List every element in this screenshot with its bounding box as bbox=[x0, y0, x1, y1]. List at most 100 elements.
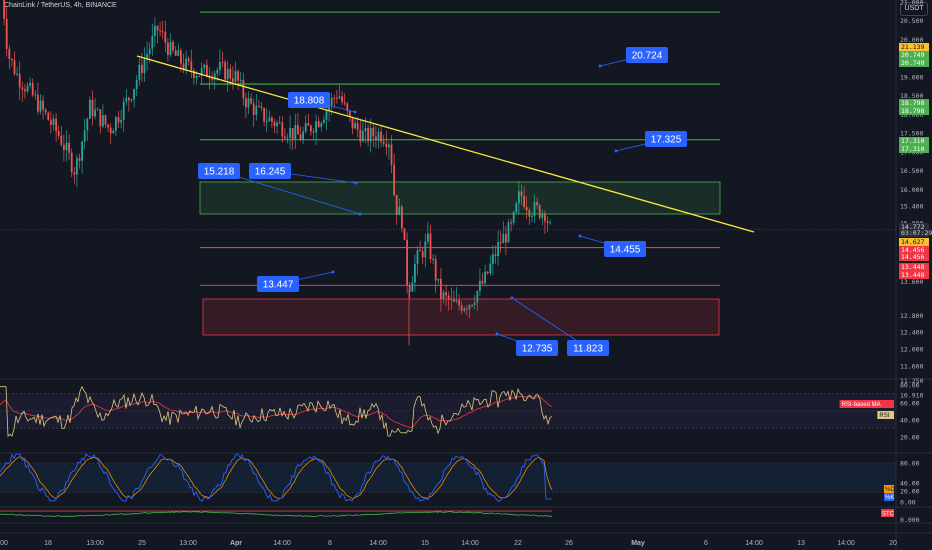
price-tag: 20.749 bbox=[901, 51, 925, 59]
price-labels: 20.724 18.808 17.325 15.218 16.245 14.455 13.4… bbox=[198, 47, 687, 356]
candle-body bbox=[393, 164, 395, 195]
candle-body bbox=[138, 64, 141, 80]
candle-body bbox=[325, 110, 328, 120]
candle-body bbox=[161, 30, 164, 33]
candle-body bbox=[304, 123, 307, 132]
price-axis[interactable]: 22.50022.00021.50021.00020.50020.00019.5… bbox=[839, 0, 932, 524]
candle-body bbox=[81, 141, 83, 161]
price-tag-box bbox=[899, 59, 929, 67]
time-tick: 13:00 bbox=[86, 540, 104, 547]
candle-body bbox=[460, 305, 463, 311]
candle-body bbox=[541, 213, 544, 218]
candle-body bbox=[510, 222, 512, 224]
label-18808-box bbox=[288, 92, 330, 108]
price-tick: 12.000 bbox=[900, 346, 924, 354]
candle-body bbox=[133, 89, 135, 100]
candle-body bbox=[31, 82, 34, 96]
price-tag: 18.798 bbox=[901, 107, 925, 115]
candle-body bbox=[102, 115, 104, 127]
currency-button[interactable]: USDT bbox=[900, 2, 928, 16]
candle-body bbox=[533, 201, 536, 216]
candle-body bbox=[42, 100, 44, 110]
candle-body bbox=[263, 107, 265, 122]
price-tick: 10.910 bbox=[900, 391, 924, 399]
candle-body bbox=[419, 250, 421, 252]
candle-body bbox=[260, 106, 263, 108]
candle-body bbox=[172, 41, 174, 51]
candle-body bbox=[512, 212, 515, 223]
price-tag-box bbox=[899, 51, 929, 59]
candle-body bbox=[382, 141, 385, 144]
candle-body bbox=[208, 76, 211, 79]
price-tag-box bbox=[899, 246, 929, 254]
candle-body bbox=[408, 285, 411, 292]
candle-body bbox=[463, 308, 466, 311]
candle-body bbox=[104, 115, 107, 125]
time-tick: 13:00 bbox=[179, 540, 197, 547]
time-tick: 13 bbox=[797, 540, 805, 547]
candlestick-series bbox=[3, 0, 551, 346]
stoch-tick: 80.00 bbox=[900, 460, 920, 468]
candle-body bbox=[47, 112, 50, 121]
candle-body bbox=[427, 233, 429, 242]
candle-body bbox=[323, 119, 325, 123]
candle-body bbox=[367, 128, 369, 142]
candle-body bbox=[239, 79, 242, 81]
candle-body bbox=[499, 242, 502, 244]
candle-body bbox=[96, 109, 99, 111]
price-zones bbox=[199, 181, 721, 336]
candle-body bbox=[549, 222, 551, 224]
candle-body bbox=[414, 263, 416, 283]
price-tick: 13.600 bbox=[900, 278, 924, 286]
candle-body bbox=[245, 98, 247, 108]
label-pointer-dot bbox=[495, 332, 499, 336]
candle-body bbox=[148, 48, 151, 55]
time-tick: 00 bbox=[0, 540, 8, 547]
candle-body bbox=[349, 110, 351, 117]
candle-body bbox=[115, 117, 117, 131]
time-tick: Apr bbox=[230, 540, 242, 547]
candle-body bbox=[289, 128, 291, 138]
candle-body bbox=[44, 109, 47, 113]
candle-body bbox=[159, 30, 161, 32]
candle-body bbox=[310, 125, 312, 132]
stoch-tick: 0.00 bbox=[900, 499, 916, 507]
candle-body bbox=[505, 234, 507, 243]
candle-body bbox=[229, 68, 232, 79]
candle-body bbox=[5, 18, 8, 49]
price-tag: 18.798 bbox=[901, 99, 925, 107]
trendline-layer[interactable] bbox=[136, 55, 755, 233]
candle-body bbox=[453, 298, 455, 302]
time-axis[interactable]: 00 18 13:00 25 13:00 Apr 14:00 8 14:00 15 14:00 22 2… bbox=[0, 532, 932, 547]
candle-body bbox=[255, 105, 258, 115]
candle-body bbox=[320, 122, 323, 128]
label-pointer bbox=[218, 170, 361, 215]
candle-body bbox=[167, 42, 169, 56]
price-tag: 14.456 bbox=[901, 246, 925, 254]
candle-body bbox=[497, 242, 499, 257]
price-tick: 12.400 bbox=[900, 329, 924, 337]
label-pointer-dot bbox=[510, 296, 514, 300]
candle-body bbox=[120, 119, 122, 123]
candle-body bbox=[333, 97, 336, 99]
candle-body bbox=[385, 143, 388, 148]
candle-body bbox=[531, 215, 533, 217]
candle-body bbox=[182, 63, 185, 70]
candle-body bbox=[60, 135, 63, 145]
price-tick: 16.500 bbox=[900, 167, 924, 175]
stc-line bbox=[0, 511, 553, 517]
price-tag-box bbox=[899, 238, 929, 246]
candle-body bbox=[416, 250, 419, 264]
candle-body bbox=[221, 62, 224, 64]
label-13447-box bbox=[257, 276, 299, 292]
candle-body bbox=[390, 144, 393, 165]
candle-body bbox=[538, 205, 541, 218]
candle-body bbox=[380, 131, 382, 142]
candle-body bbox=[232, 78, 234, 82]
candle-body bbox=[265, 121, 268, 123]
candle-body bbox=[211, 78, 213, 80]
price-tag-box bbox=[899, 229, 929, 237]
candle-body bbox=[330, 97, 333, 106]
rsi-line bbox=[0, 385, 553, 437]
